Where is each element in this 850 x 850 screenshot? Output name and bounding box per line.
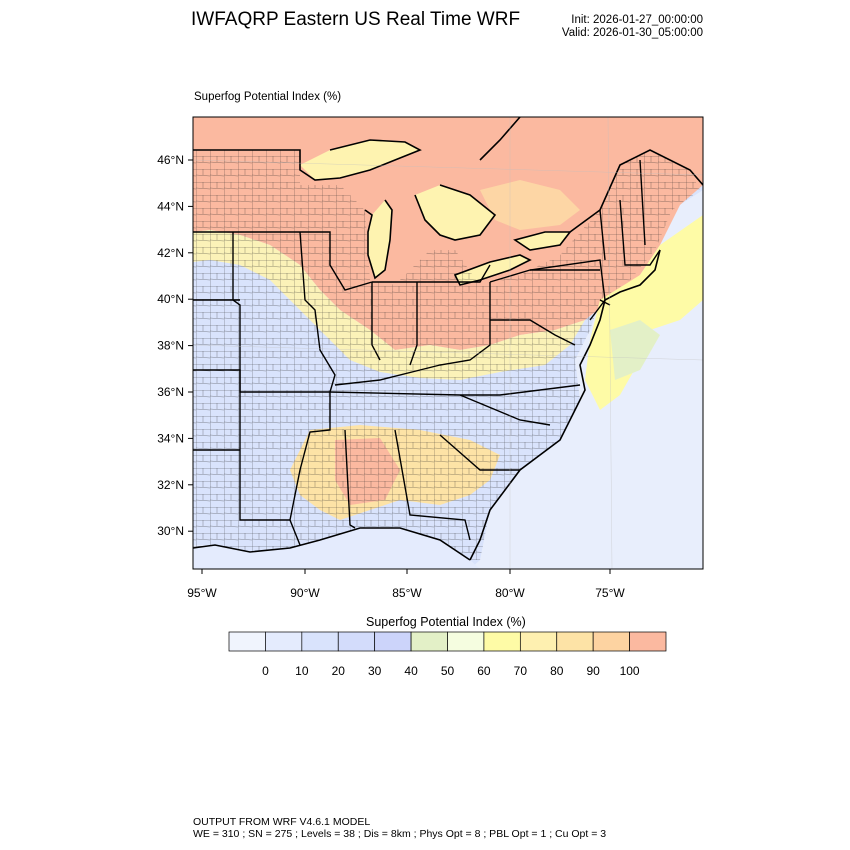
colorbar-label: 50 bbox=[441, 664, 455, 678]
colorbar-label: 60 bbox=[477, 664, 491, 678]
colorbar-swatch bbox=[519, 631, 558, 652]
colorbar-label: 10 bbox=[295, 664, 309, 678]
colorbar-swatch bbox=[228, 631, 266, 652]
map-plot-area bbox=[193, 117, 703, 569]
lon-label: 75°W bbox=[595, 586, 625, 600]
model-info-line1: OUTPUT FROM WRF V4.6.1 MODEL bbox=[193, 816, 371, 828]
lon-label: 90°W bbox=[290, 586, 320, 600]
colorbar-swatch bbox=[556, 631, 594, 652]
latitude-axis: 46°N 44°N 42°N 40°N 38°N 36°N 34°N 32°N 30°N bbox=[157, 153, 193, 538]
colorbar-label: 90 bbox=[586, 664, 600, 678]
colorbar-swatch bbox=[410, 631, 448, 652]
lat-label: 40°N bbox=[157, 292, 184, 306]
lon-label: 95°W bbox=[187, 586, 217, 600]
colorbar-label: 0 bbox=[262, 664, 269, 678]
canada-region bbox=[480, 180, 580, 230]
lat-label: 30°N bbox=[157, 524, 184, 538]
colorbar-label: 80 bbox=[550, 664, 564, 678]
colorbar-label: 40 bbox=[404, 664, 418, 678]
main-title: IWFAQRP Eastern US Real Time WRF bbox=[191, 9, 521, 30]
lon-label: 80°W bbox=[495, 586, 525, 600]
lat-label: 44°N bbox=[157, 199, 184, 213]
colorbar-label: 20 bbox=[332, 664, 346, 678]
colorbar-title: Superfog Potential Index (%) bbox=[366, 615, 526, 629]
county-lines bbox=[193, 150, 700, 560]
graticule bbox=[193, 117, 703, 569]
model-info-line2: WE = 310 ; SN = 275 ; Levels = 38 ; Dis … bbox=[193, 828, 607, 840]
state-boundaries bbox=[193, 159, 661, 546]
colorbar-label: 100 bbox=[620, 664, 640, 678]
lat-label: 42°N bbox=[157, 246, 184, 260]
lat-label: 36°N bbox=[157, 385, 184, 399]
plot-frame bbox=[192, 116, 704, 570]
colorbar-swatch bbox=[592, 631, 630, 652]
colorbar: 0 10 20 30 40 50 60 70 80 90 100 bbox=[228, 631, 667, 678]
colorbar-swatch bbox=[374, 631, 412, 652]
colorbar-swatch bbox=[447, 631, 485, 652]
colorbar-swatch bbox=[265, 631, 303, 652]
field-title: Superfog Potential Index (%) bbox=[194, 91, 342, 103]
lake-michigan bbox=[368, 200, 392, 278]
colorbar-label: 30 bbox=[368, 664, 382, 678]
lon-label: 85°W bbox=[392, 586, 422, 600]
lat-label: 38°N bbox=[157, 339, 184, 353]
colorbar-swatch bbox=[301, 631, 339, 652]
lat-label: 32°N bbox=[157, 478, 184, 492]
colorbar-swatch bbox=[483, 631, 521, 652]
coastal-green bbox=[610, 320, 660, 380]
colorbar-swatch bbox=[337, 631, 376, 652]
lake-huron bbox=[415, 185, 495, 240]
colorbar-swatch bbox=[629, 631, 667, 652]
gulf-water bbox=[193, 528, 480, 569]
colorbar-label: 70 bbox=[514, 664, 528, 678]
init-time: Init: 2026-01-27_00:00:00 bbox=[571, 14, 703, 26]
lat-label: 46°N bbox=[157, 153, 184, 167]
longitude-axis: 95°W 90°W 85°W 80°W 75°W bbox=[187, 569, 625, 600]
lat-label: 34°N bbox=[157, 431, 184, 445]
valid-time: Valid: 2026-01-30_05:00:00 bbox=[561, 27, 703, 39]
